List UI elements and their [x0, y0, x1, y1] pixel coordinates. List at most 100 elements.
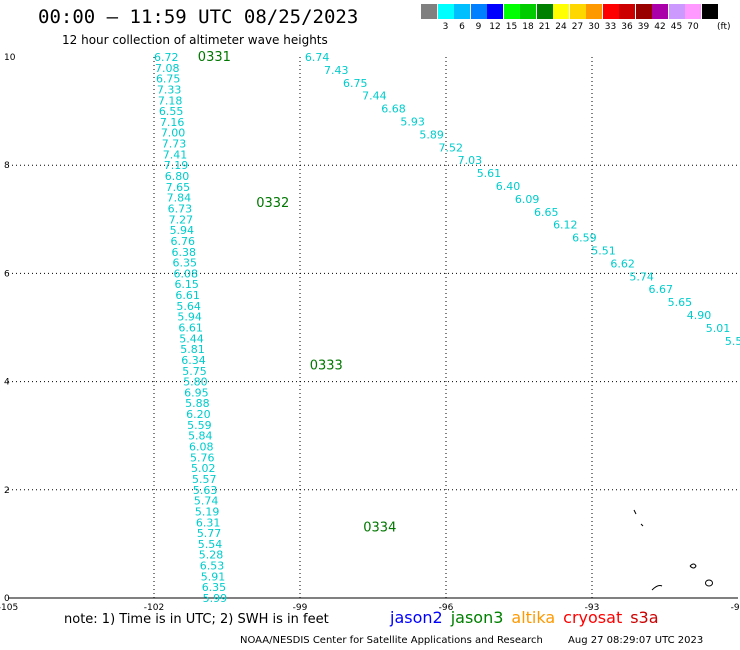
scale-swatch [487, 4, 503, 19]
wave-height-value: 6.61 [178, 322, 203, 335]
wave-height-value: 6.61 [175, 289, 200, 302]
wave-height-value: 5.63 [193, 484, 218, 497]
legend-entry-jason3: jason3 [450, 608, 504, 627]
pass-time-label: 0334 [363, 521, 396, 536]
scale-swatch [685, 4, 701, 19]
lon-tick-label: -105 [0, 603, 18, 613]
wave-height-value: 6.74 [305, 51, 330, 64]
wave-height-value: 7.18 [158, 94, 183, 107]
wave-height-value: 6.65 [534, 206, 559, 219]
wave-height-value: 6.68 [381, 103, 406, 116]
wave-height-value: 6.95 [184, 386, 209, 399]
footer-timestamp: Aug 27 08:29:07 UTC 2023 [568, 635, 704, 646]
scale-swatch [602, 4, 619, 19]
wave-height-value: 5.77 [197, 527, 222, 540]
lon-tick-label: -96 [439, 603, 454, 613]
satellite-legend: jason2 jason3 altika cryosat s3a [390, 608, 667, 627]
wave-height-value: 6.72 [154, 51, 179, 64]
scale-swatch [470, 4, 487, 19]
coastline-fragment [689, 563, 697, 569]
wave-height-value: 5.01 [706, 322, 731, 335]
lat-tick-label: 0 [4, 594, 10, 604]
page-title: 00:00 – 11:59 UTC 08/25/2023 [38, 6, 359, 28]
wave-height-value: 7.27 [169, 213, 194, 226]
lat-tick-label: 6 [4, 269, 10, 279]
pass-time-label: 0332 [256, 196, 289, 211]
wave-height-value: 5.75 [182, 365, 207, 378]
wave-height-value: 5.80 [183, 376, 208, 389]
wave-height-value: 5.74 [194, 495, 219, 508]
wave-height-value: 6.40 [496, 180, 521, 193]
wave-height-value: 5.65 [668, 296, 693, 309]
pass-time-label: 0331 [198, 50, 231, 65]
map-note: note: 1) Time is in UTC; 2) SWH is in fe… [64, 612, 329, 627]
scale-swatch [652, 4, 668, 19]
scale-label: 36 [621, 22, 633, 32]
scale-label: 30 [588, 22, 600, 32]
scale-label: 33 [604, 22, 617, 32]
scale-label: 6 [459, 22, 465, 32]
wave-height-value: 5.02 [191, 462, 216, 475]
wave-height-value: 7.03 [458, 154, 483, 167]
lat-tick-label: 2 [4, 486, 10, 496]
scale-swatch [569, 4, 586, 19]
scale-label: 12 [489, 22, 501, 32]
wave-height-value: 7.44 [362, 90, 387, 103]
wave-height-value: 6.75 [343, 77, 368, 90]
wave-height-value: 7.33 [157, 83, 182, 96]
scale-swatch [536, 4, 553, 19]
wave-height-value: 5.84 [188, 430, 213, 443]
wave-height-value: 6.08 [173, 267, 198, 280]
coastline-fragment [651, 585, 663, 591]
scale-swatch [586, 4, 602, 19]
lat-tick-label: 8 [4, 161, 10, 171]
scale-swatch [553, 4, 569, 19]
wave-height-value: 6.12 [553, 219, 578, 232]
scale-label: 9 [475, 22, 482, 32]
wave-height-value: 6.38 [172, 246, 197, 259]
wave-height-value: 7.08 [155, 62, 180, 75]
wave-height-value: 6.08 [189, 441, 214, 454]
wave-height-value: 5.54 [198, 538, 223, 551]
wave-height-value: 6.20 [186, 408, 211, 421]
wave-height-value: 6.55 [159, 105, 184, 118]
scale-label: 27 [571, 22, 584, 32]
legend-entry-s3a: s3a [630, 608, 659, 627]
wave-height-value: 6.15 [174, 278, 199, 291]
scale-label: 18 [522, 22, 534, 32]
wave-height-value: 6.75 [156, 73, 181, 86]
wave-height-value: 5.51 [591, 245, 616, 258]
coastline-fragment [633, 509, 644, 527]
wave-height-value: 6.34 [181, 354, 206, 367]
wave-height-value: 6.59 [572, 232, 597, 245]
scale-label: 45 [670, 22, 683, 32]
wave-height-value: 6.62 [610, 257, 635, 270]
scale-label: 15 [505, 22, 518, 32]
island-outline [705, 579, 713, 587]
lon-tick-label: -102 [144, 603, 164, 613]
scale-unit: (ft) [717, 22, 731, 32]
scale-label: 3 [442, 22, 449, 32]
scale-swatch [520, 4, 536, 19]
wave-height-value: 5.5 [725, 335, 740, 348]
wave-height-value: 5.94 [177, 311, 202, 324]
legend-entry-altika: altika [511, 608, 556, 627]
pass-time-label: 0333 [310, 358, 343, 373]
page-subtitle: 12 hour collection of altimeter wave hei… [62, 33, 328, 47]
wave-height-value: 5.44 [179, 332, 204, 345]
wave-height-value: 7.65 [166, 181, 191, 194]
footer: NOAA/NESDIS Center for Satellite Applica… [240, 635, 703, 646]
wave-height-value: 5.76 [190, 451, 215, 464]
wave-height-value: 6.35 [202, 581, 227, 594]
scale-label: 39 [637, 22, 650, 32]
legend-entry-jason2: jason2 [390, 608, 443, 627]
wave-height-value: 6.76 [171, 235, 196, 248]
wave-height-value: 5.61 [477, 167, 502, 180]
wave-height-value: 6.09 [515, 193, 540, 206]
scale-label: 42 [654, 22, 666, 32]
wave-height-value: 7.43 [324, 64, 349, 77]
wave-height-value: 7.73 [162, 138, 187, 151]
wave-height-value: 5.81 [180, 343, 205, 356]
wave-height-value: 5.64 [176, 300, 201, 313]
wave-height-value: 7.84 [167, 192, 192, 205]
